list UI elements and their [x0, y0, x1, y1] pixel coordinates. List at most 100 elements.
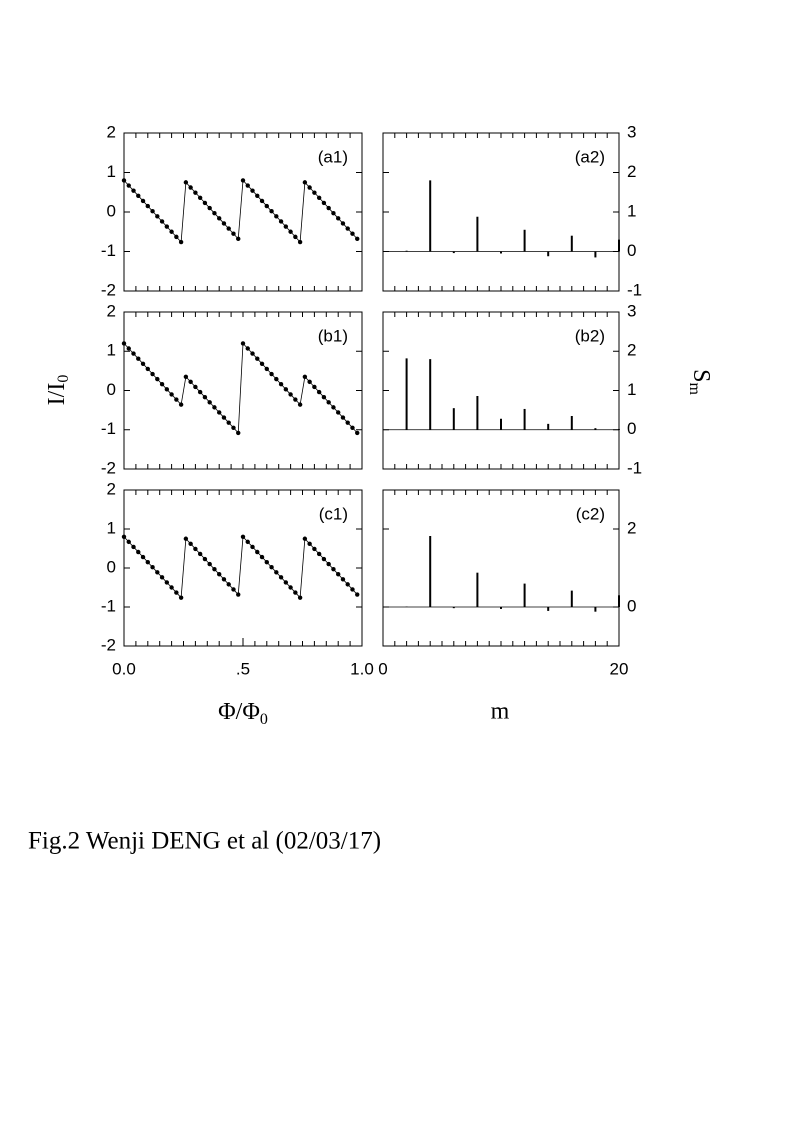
- data-point: [140, 554, 146, 560]
- data-point: [193, 546, 198, 552]
- data-point: [121, 178, 127, 183]
- data-point: [217, 410, 222, 415]
- y2-axis-label: Sm: [686, 369, 714, 395]
- data-point: [221, 415, 227, 420]
- panel-label: (b1): [318, 326, 348, 345]
- data-point: [355, 236, 360, 242]
- data-point: [188, 379, 193, 385]
- y-tick-label: 1: [107, 341, 116, 360]
- series-line: [123, 179, 358, 243]
- data-point: [169, 585, 174, 590]
- data-point: [193, 384, 198, 390]
- x-axis-label-main: Φ/Φ: [218, 699, 260, 725]
- data-point: [302, 180, 308, 185]
- data-point: [293, 234, 298, 240]
- data-point: [226, 420, 231, 425]
- y-tick-label: 2: [107, 301, 116, 320]
- data-point: [264, 366, 269, 372]
- y-tick-label: -1: [101, 596, 116, 615]
- data-point: [250, 188, 255, 193]
- data-point: [345, 420, 350, 425]
- data-point: [226, 226, 231, 231]
- data-point: [312, 546, 317, 552]
- data-point: [316, 551, 322, 557]
- x-axis-label: Φ/Φ0: [218, 699, 268, 728]
- data-point: [164, 387, 170, 392]
- y-tick-label: -2: [101, 280, 116, 299]
- data-point: [321, 556, 327, 562]
- data-point: [221, 221, 227, 226]
- data-point: [350, 587, 355, 592]
- data-point: [259, 361, 265, 367]
- data-point: [136, 549, 141, 555]
- data-point: [155, 570, 160, 575]
- data-point: [150, 209, 155, 214]
- data-point: [340, 221, 346, 226]
- data-point: [136, 193, 141, 199]
- data-point: [240, 341, 246, 346]
- data-point: [178, 595, 184, 600]
- data-point: [164, 580, 170, 585]
- data-point: [178, 239, 184, 245]
- data-point: [174, 397, 179, 402]
- data-point: [340, 415, 346, 420]
- y-tick-label: 1: [107, 162, 116, 181]
- data-point: [183, 536, 189, 541]
- data-point: [150, 565, 155, 570]
- data-point: [297, 595, 303, 600]
- data-point: [316, 195, 322, 200]
- y-tick-label: -1: [101, 241, 116, 260]
- data-point: [350, 425, 355, 430]
- data-point: [274, 570, 279, 575]
- data-point: [245, 539, 250, 545]
- data-point: [250, 351, 255, 356]
- data-point: [269, 209, 274, 214]
- data-point: [221, 577, 227, 582]
- data-point: [283, 580, 289, 585]
- y-axis-label-sub: 0: [55, 375, 72, 383]
- data-point: [255, 193, 260, 199]
- data-point: [283, 224, 289, 229]
- y-tick-label: 3: [627, 122, 636, 141]
- data-point: [307, 185, 312, 190]
- data-point: [336, 216, 341, 221]
- data-point: [355, 592, 360, 597]
- data-point: [121, 341, 127, 346]
- data-point: [236, 236, 241, 242]
- data-point: [207, 205, 212, 211]
- data-point: [336, 572, 341, 577]
- data-point: [131, 544, 136, 550]
- y-tick-label: -1: [627, 280, 642, 299]
- y-tick-label: 3: [627, 301, 636, 320]
- data-point: [226, 582, 231, 587]
- y-tick-label: 0: [627, 419, 636, 438]
- data-point: [274, 214, 279, 219]
- data-point: [150, 371, 155, 377]
- data-point: [217, 572, 222, 577]
- data-point: [345, 226, 350, 231]
- data-point: [188, 541, 193, 547]
- data-point: [345, 582, 350, 587]
- data-point: [217, 216, 222, 221]
- panel-label: (a1): [318, 147, 348, 166]
- data-point: [307, 541, 312, 547]
- data-point: [207, 400, 212, 405]
- data-point: [288, 392, 293, 397]
- data-point: [307, 379, 312, 385]
- data-point: [355, 430, 360, 436]
- data-point: [207, 561, 212, 567]
- data-point: [269, 371, 274, 377]
- data-point: [159, 575, 165, 580]
- data-point: [278, 575, 284, 580]
- data-point: [264, 203, 269, 209]
- data-point: [302, 536, 308, 541]
- data-point: [145, 203, 150, 209]
- data-point: [145, 366, 150, 372]
- data-point: [164, 224, 170, 229]
- data-point: [326, 400, 331, 405]
- data-point: [312, 190, 317, 195]
- data-point: [212, 210, 217, 216]
- y-tick-label: 0: [107, 380, 116, 399]
- data-point: [274, 376, 279, 382]
